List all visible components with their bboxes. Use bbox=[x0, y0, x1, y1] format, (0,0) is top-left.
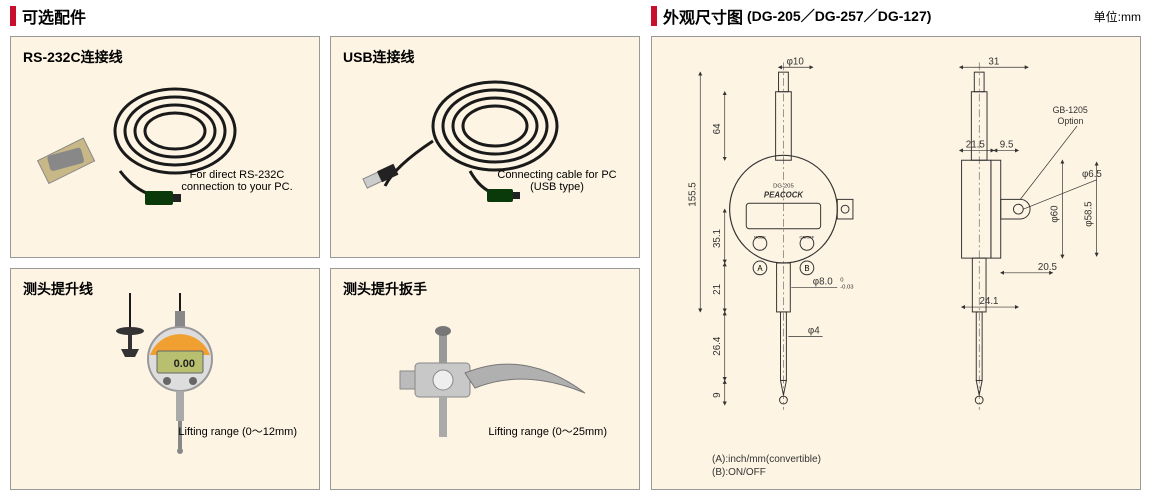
panel-lift-wire: 测头提升线 0.00 bbox=[10, 268, 320, 490]
svg-text:24.1: 24.1 bbox=[979, 296, 998, 307]
svg-text:9.5: 9.5 bbox=[1000, 140, 1014, 151]
section-title: 可选配件 bbox=[22, 4, 86, 28]
svg-text:0: 0 bbox=[840, 278, 844, 284]
panel-usb: USB连接线 bbox=[330, 36, 640, 258]
lift-wrench-caption: Lifting range (0～25mm) bbox=[488, 423, 607, 439]
svg-text:GB-1205: GB-1205 bbox=[1053, 105, 1088, 115]
panel-title: USB连接线 bbox=[343, 47, 627, 67]
lift-wire-caption: Lifting range (0～12mm) bbox=[178, 423, 297, 439]
svg-text:MODE: MODE bbox=[754, 235, 766, 240]
panel-title: RS-232C连接线 bbox=[23, 47, 307, 67]
footnote: (A):inch/mm(convertible) (B):ON/OFF bbox=[712, 453, 821, 479]
footnote-b: (B):ON/OFF bbox=[712, 466, 821, 479]
svg-text:A: A bbox=[757, 264, 763, 273]
svg-text:64: 64 bbox=[712, 123, 723, 134]
svg-text:φ10: φ10 bbox=[787, 56, 805, 67]
svg-text:0.00: 0.00 bbox=[174, 358, 195, 370]
svg-text:ON/OFF: ON/OFF bbox=[800, 235, 815, 240]
svg-text:155.5: 155.5 bbox=[687, 182, 698, 207]
model-small-text: DG-205 bbox=[773, 184, 794, 190]
rs232-illustration: For direct RS-232C connection to your PC… bbox=[23, 73, 307, 213]
svg-text:φ60: φ60 bbox=[1049, 205, 1060, 223]
svg-text:9: 9 bbox=[712, 392, 723, 397]
dimension-header: 外观尺寸图 (DG-205／DG-257／DG-127) 单位:mm bbox=[651, 4, 1141, 28]
svg-text:21.5: 21.5 bbox=[966, 140, 986, 151]
svg-text:φ8.0: φ8.0 bbox=[813, 277, 833, 288]
footnote-a: (A):inch/mm(convertible) bbox=[712, 453, 821, 466]
svg-text:φ6.5: φ6.5 bbox=[1082, 169, 1102, 180]
svg-text:Option: Option bbox=[1057, 116, 1083, 126]
svg-text:31: 31 bbox=[988, 56, 999, 67]
panel-rs232: RS-232C连接线 bbox=[10, 36, 320, 258]
accent-bar bbox=[10, 6, 16, 26]
lift-wire-illustration: 0.00 Lifting range (0～12mm) bbox=[23, 305, 307, 445]
section-title: 外观尺寸图 bbox=[663, 4, 743, 28]
svg-text:35.1: 35.1 bbox=[712, 229, 723, 248]
accessories-header: 可选配件 bbox=[10, 4, 641, 28]
accent-bar bbox=[651, 6, 657, 26]
panel-lift-wrench: 测头提升扳手 Lifting r bbox=[330, 268, 640, 490]
svg-text:26.4: 26.4 bbox=[712, 336, 723, 356]
svg-text:21: 21 bbox=[712, 284, 723, 295]
model-list: (DG-205／DG-257／DG-127) bbox=[747, 6, 931, 26]
usb-illustration: Connecting cable for PC (USB type) bbox=[343, 73, 627, 213]
svg-text:20.5: 20.5 bbox=[1038, 262, 1058, 273]
rs232-caption: For direct RS-232C connection to your PC… bbox=[177, 169, 297, 193]
unit-label: 单位:mm bbox=[1094, 8, 1141, 25]
brand-text: PEACOCK bbox=[764, 190, 804, 199]
svg-text:φ58.5: φ58.5 bbox=[1084, 201, 1095, 227]
usb-caption: Connecting cable for PC (USB type) bbox=[497, 169, 617, 193]
dimension-drawing: DG-205 PEACOCK MODE ON/OFF A B bbox=[651, 36, 1141, 490]
lift-wrench-illustration: Lifting range (0～25mm) bbox=[343, 305, 627, 445]
svg-text:-0.03: -0.03 bbox=[840, 284, 853, 290]
svg-text:B: B bbox=[804, 264, 809, 273]
svg-text:φ4: φ4 bbox=[808, 325, 820, 336]
